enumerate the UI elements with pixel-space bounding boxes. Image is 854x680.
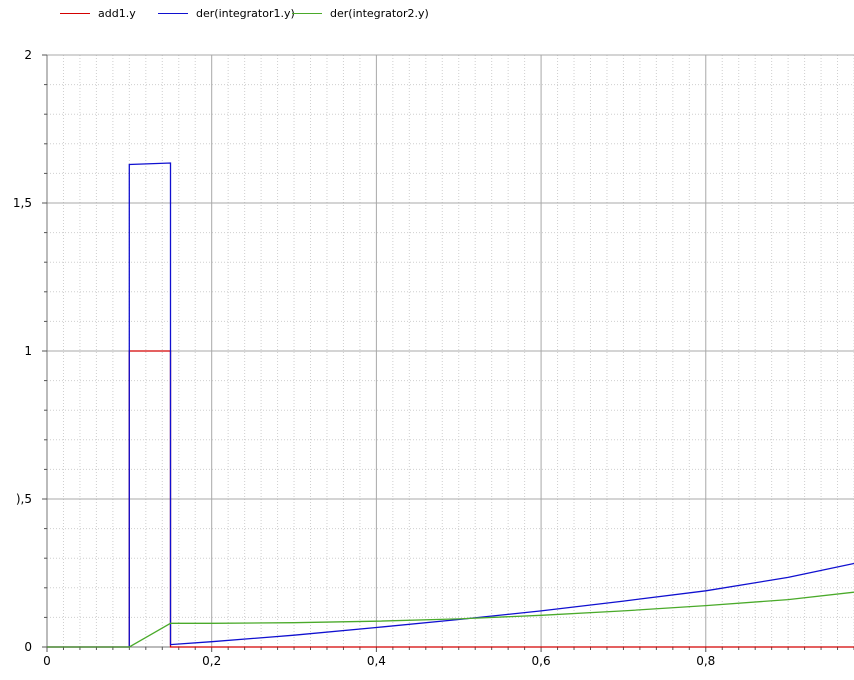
y-tick-label: ),5: [16, 492, 32, 506]
x-tick-label: 0,6: [532, 654, 551, 668]
legend-item: der(integrator1.y): [158, 6, 295, 20]
y-tick-label: 2: [24, 48, 32, 62]
chart-legend: add1.y der(integrator1.y) der(integrator2.…: [0, 0, 854, 22]
x-tick-label: 0,8: [696, 654, 715, 668]
y-tick-label: 0: [24, 640, 32, 654]
legend-label: add1.y: [98, 6, 136, 20]
legend-label: der(integrator2.y): [330, 6, 429, 20]
legend-swatch: [158, 12, 188, 14]
legend-label: der(integrator1.y): [196, 6, 295, 20]
legend-item: der(integrator2.y): [292, 6, 429, 20]
x-tick-label: 0,4: [367, 654, 386, 668]
legend-swatch: [292, 12, 322, 14]
x-tick-label: 0: [43, 654, 51, 668]
y-tick-label: 1,5: [13, 196, 32, 210]
y-tick-label: 1: [24, 344, 32, 358]
legend-item: add1.y: [60, 6, 136, 20]
series-line-der-integrator1-y: [47, 162, 854, 648]
x-tick-label: 0,2: [202, 654, 221, 668]
legend-swatch: [60, 12, 90, 14]
series-line-der-integrator2-y: [47, 591, 854, 648]
